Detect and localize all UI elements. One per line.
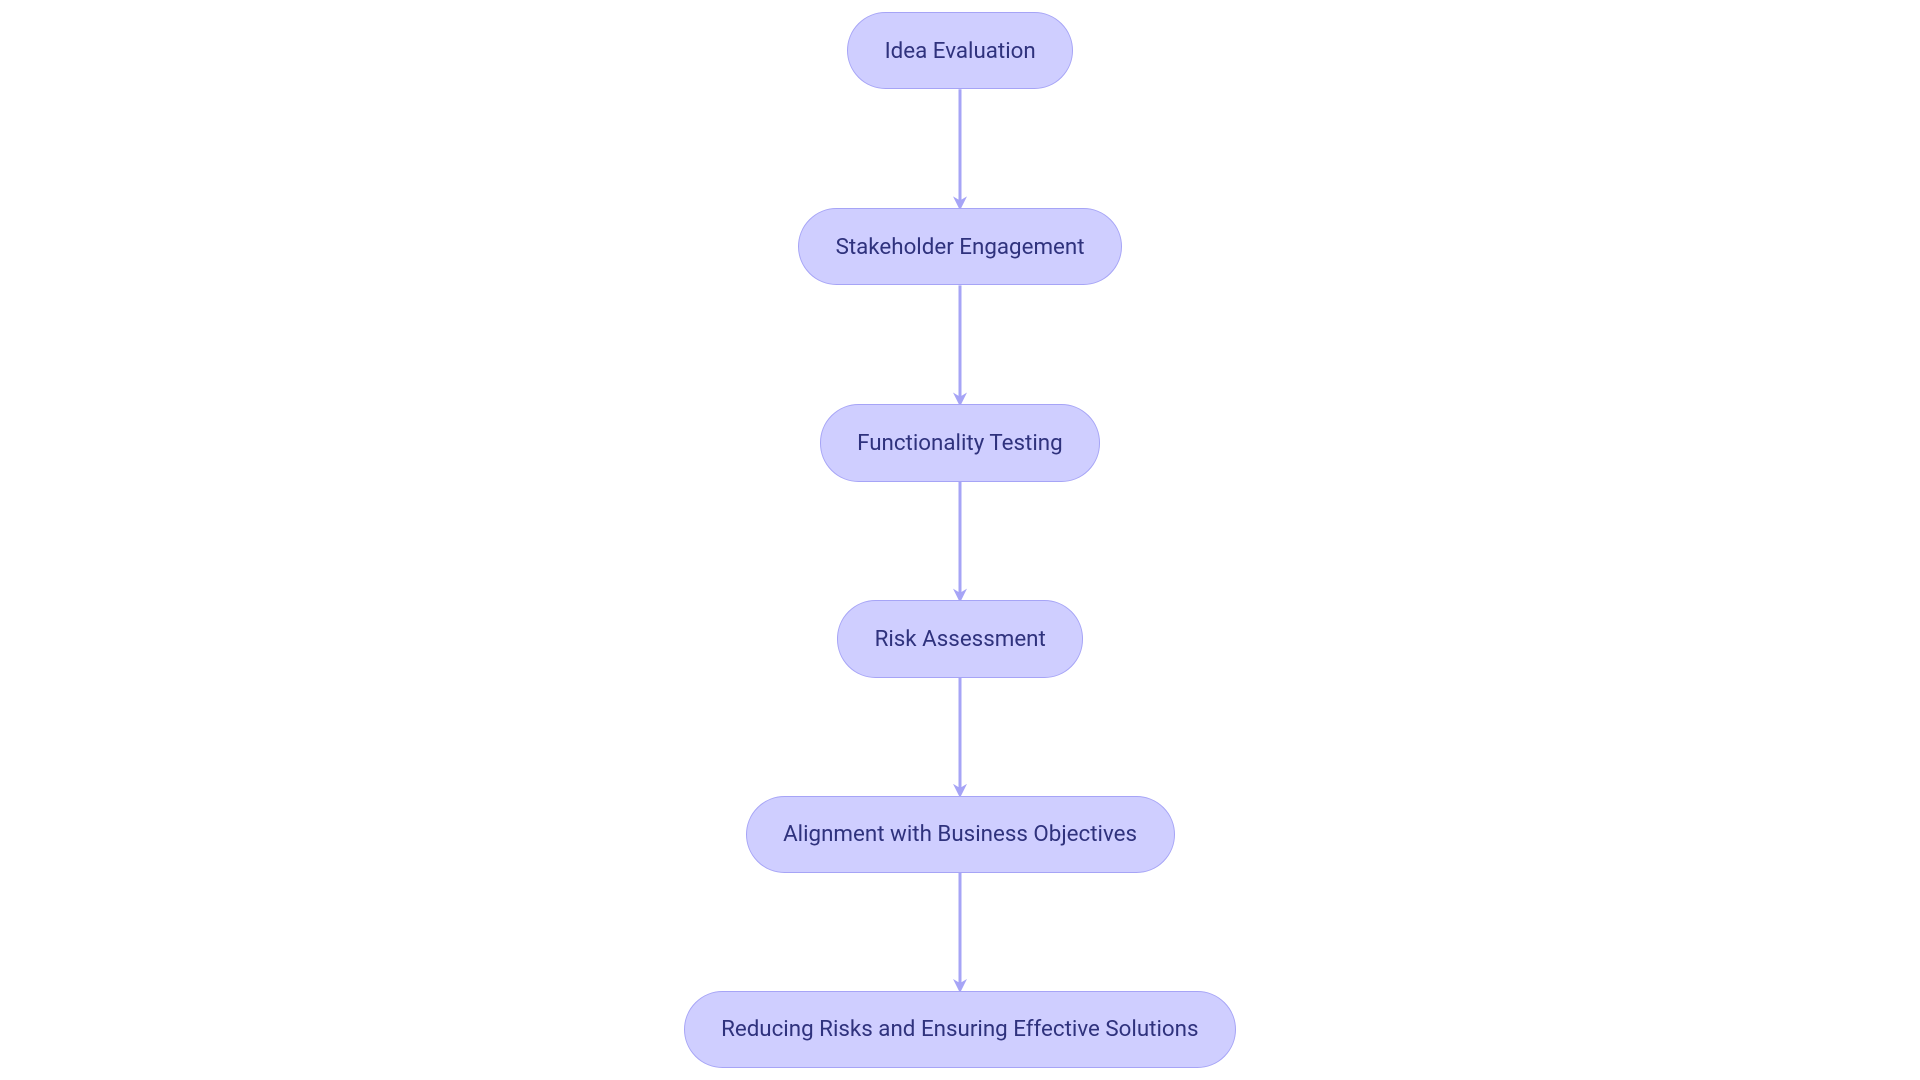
flowchart-node-label: Alignment with Business Objectives [783, 821, 1137, 847]
flowchart-node: Risk Assessment [837, 600, 1083, 677]
flowchart-node-label: Stakeholder Engagement [836, 234, 1085, 260]
flowchart-node-label: Risk Assessment [875, 626, 1046, 652]
flowchart-node-label: Reducing Risks and Ensuring Effective So… [721, 1016, 1198, 1042]
flowchart-edges [0, 0, 1920, 1080]
flowchart-node: Functionality Testing [820, 404, 1101, 481]
flowchart-node: Stakeholder Engagement [798, 208, 1122, 285]
flowchart-canvas: Idea Evaluation Stakeholder Engagement Fun… [0, 0, 1920, 1080]
flowchart-node-label: Functionality Testing [857, 430, 1063, 456]
flowchart-node: Reducing Risks and Ensuring Effective So… [684, 991, 1237, 1068]
flowchart-node: Alignment with Business Objectives [746, 796, 1175, 873]
flowchart-node: Idea Evaluation [847, 12, 1073, 89]
flowchart-node-label: Idea Evaluation [885, 38, 1036, 64]
